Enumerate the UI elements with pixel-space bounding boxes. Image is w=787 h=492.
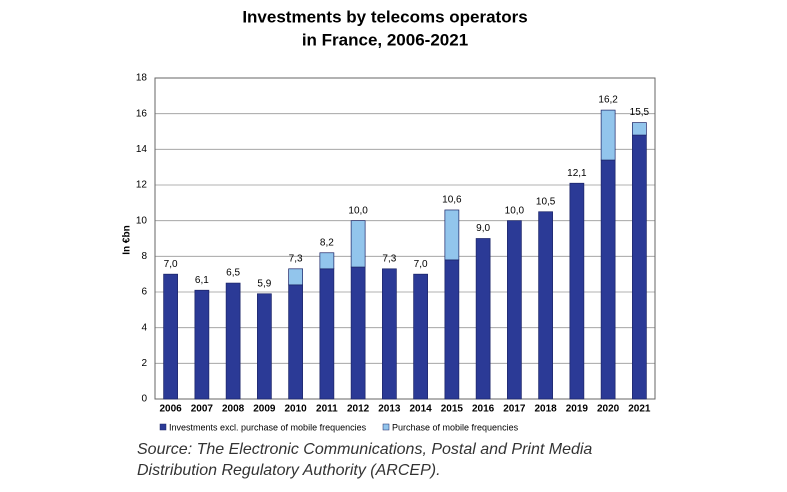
x-tick-label: 2014 bbox=[410, 404, 433, 415]
data-label: 7,3 bbox=[289, 253, 303, 264]
y-axis-label: In €bn bbox=[122, 225, 133, 254]
x-tick-label: 2016 bbox=[472, 404, 495, 415]
bar-segment bbox=[538, 211, 553, 400]
x-tick-label: 2007 bbox=[191, 404, 214, 415]
source: Distribution Regulatory Authority (ARCEP… bbox=[137, 462, 441, 479]
bar-segment bbox=[632, 134, 647, 400]
y-tick-label: 2 bbox=[141, 358, 147, 369]
bar-segment bbox=[350, 266, 366, 400]
data-label: 10,0 bbox=[348, 205, 368, 216]
x-tick-label: 2008 bbox=[222, 404, 245, 415]
bar-segment bbox=[194, 289, 210, 400]
bar-segment bbox=[507, 220, 522, 400]
data-label: 5,9 bbox=[257, 278, 271, 289]
bar-segment bbox=[163, 273, 178, 400]
legend-swatch bbox=[159, 423, 167, 431]
legend-label: Investments excl. purchase of mobile fre… bbox=[169, 422, 367, 432]
y-tick-label: 0 bbox=[141, 394, 147, 405]
legend-label: Purchase of mobile frequencies bbox=[392, 422, 519, 432]
bar-segment bbox=[350, 220, 366, 268]
x-tick-label: 2011 bbox=[316, 404, 338, 415]
x-tick-label: 2009 bbox=[253, 404, 276, 415]
data-label: 6,1 bbox=[195, 275, 209, 286]
y-tick-label: 12 bbox=[136, 180, 148, 191]
x-tick-label: 2020 bbox=[597, 404, 620, 415]
data-label: 8,2 bbox=[320, 237, 334, 248]
data-label: 16,2 bbox=[598, 95, 618, 106]
data-label: 10,0 bbox=[505, 205, 525, 216]
x-tick-label: 2015 bbox=[441, 404, 464, 415]
x-tick-label: 2010 bbox=[285, 404, 308, 415]
data-label: 6,5 bbox=[226, 268, 240, 279]
bar-segment bbox=[288, 268, 303, 286]
x-tick-label: 2021 bbox=[628, 404, 651, 415]
bar-segment bbox=[319, 252, 335, 270]
bar-segment bbox=[632, 122, 647, 136]
bar-segment bbox=[475, 238, 491, 400]
chart-title: Investments by telecoms operators bbox=[242, 7, 527, 26]
data-label: 10,6 bbox=[442, 195, 462, 206]
bar-segment bbox=[444, 209, 460, 261]
plot-border bbox=[154, 77, 656, 400]
bar-segment bbox=[600, 109, 616, 161]
data-label: 9,0 bbox=[476, 223, 490, 234]
legend-swatch bbox=[382, 423, 390, 431]
x-tick-label: 2012 bbox=[347, 404, 370, 415]
data-label: 15,5 bbox=[630, 107, 650, 118]
y-tick-label: 16 bbox=[136, 108, 148, 119]
data-label: 12,1 bbox=[567, 168, 587, 179]
bar-segment bbox=[600, 159, 616, 400]
bar-segment bbox=[319, 268, 335, 400]
bar-segment bbox=[257, 293, 272, 400]
y-tick-label: 4 bbox=[141, 322, 147, 333]
bar-segment bbox=[569, 182, 585, 400]
x-tick-label: 2006 bbox=[160, 404, 183, 415]
bar-segment bbox=[288, 284, 303, 400]
bar-segment bbox=[444, 259, 460, 400]
y-tick-label: 6 bbox=[141, 287, 147, 298]
y-tick-label: 18 bbox=[136, 73, 148, 84]
source: Source: The Electronic Communications, P… bbox=[137, 441, 592, 458]
x-tick-label: 2019 bbox=[566, 404, 589, 415]
y-tick-label: 10 bbox=[136, 215, 148, 226]
data-label: 7,0 bbox=[164, 259, 178, 270]
bar-segment bbox=[225, 282, 241, 400]
x-tick-label: 2013 bbox=[378, 404, 401, 415]
bar-segment bbox=[413, 273, 428, 400]
bar-segment bbox=[382, 268, 397, 400]
x-tick-label: 2018 bbox=[535, 404, 558, 415]
data-label: 10,5 bbox=[536, 196, 556, 207]
chart-title: in France, 2006-2021 bbox=[302, 30, 468, 49]
data-label: 7,3 bbox=[382, 253, 396, 264]
y-tick-label: 14 bbox=[136, 144, 148, 155]
data-label: 7,0 bbox=[414, 259, 428, 270]
y-tick-label: 8 bbox=[141, 251, 147, 262]
x-tick-label: 2017 bbox=[503, 404, 526, 415]
